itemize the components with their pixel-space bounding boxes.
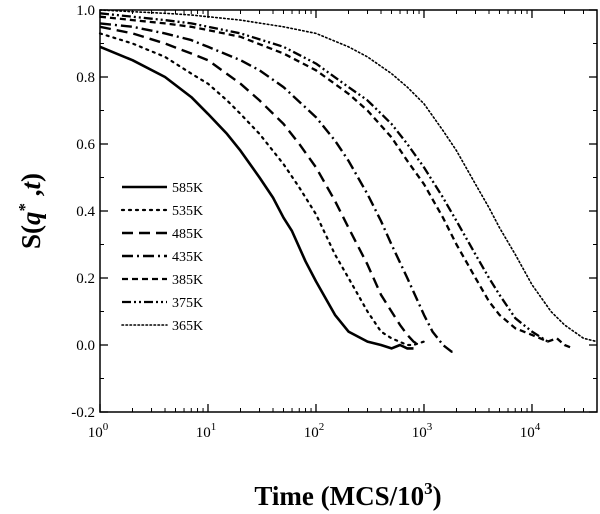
series-line-365K <box>99 9 598 343</box>
series-line-585K <box>99 45 414 350</box>
series-line-485K <box>99 25 420 347</box>
x-tick-label: 101 <box>196 421 217 441</box>
y-axis-title-t: t <box>16 181 46 190</box>
x-tick-label: 104 <box>520 421 541 441</box>
x-tick-label: 100 <box>88 421 109 441</box>
y-tick-label: 1.0 <box>76 3 95 19</box>
y-axis-title-open: S( <box>16 225 46 249</box>
y-tick-label: 0.2 <box>76 271 95 287</box>
legend-label-365K: 365K <box>172 319 203 334</box>
series-line-375K <box>99 12 549 343</box>
y-tick-label: 0.8 <box>76 70 95 86</box>
series-line-535K <box>98 32 426 347</box>
x-axis-title-exponent: 3 <box>424 479 433 498</box>
series-line-435K <box>99 22 457 353</box>
legend: 585K 535K 485K 435K 385K 375K 365K <box>120 181 203 334</box>
x-axis-title-main: Time (MCS/10 <box>254 481 424 511</box>
y-tick-label: 0.6 <box>76 137 95 153</box>
y-axis-title-close: ) <box>16 173 46 182</box>
plot-area <box>98 9 598 353</box>
x-tick-label: 102 <box>304 421 325 441</box>
legend-label-535K: 535K <box>172 204 203 219</box>
legend-label-485K: 485K <box>172 227 203 242</box>
x-axis-title-close: ) <box>433 481 442 511</box>
y-axis-title-star: * <box>15 203 34 212</box>
y-tick-label: 0.4 <box>76 204 95 220</box>
legend-label-385K: 385K <box>172 273 203 288</box>
legend-label-585K: 585K <box>172 181 203 196</box>
series-line-385K <box>99 15 574 350</box>
legend-label-375K: 375K <box>172 296 203 311</box>
y-axis-title: S(q* ,t) <box>15 173 46 249</box>
x-axis-title: Time (MCS/103) <box>254 479 441 511</box>
y-axis-title-comma: , <box>16 190 46 204</box>
axis-ticks: 100 101 102 103 104 1.0 0.8 0.6 0.4 0.2 0.0 -0.2 <box>71 3 598 441</box>
x-tick-label: 103 <box>412 421 433 441</box>
y-tick-label: -0.2 <box>71 405 95 421</box>
y-tick-label: 0.0 <box>76 338 95 354</box>
legend-label-435K: 435K <box>172 250 203 265</box>
y-axis-title-q: q <box>16 212 46 226</box>
